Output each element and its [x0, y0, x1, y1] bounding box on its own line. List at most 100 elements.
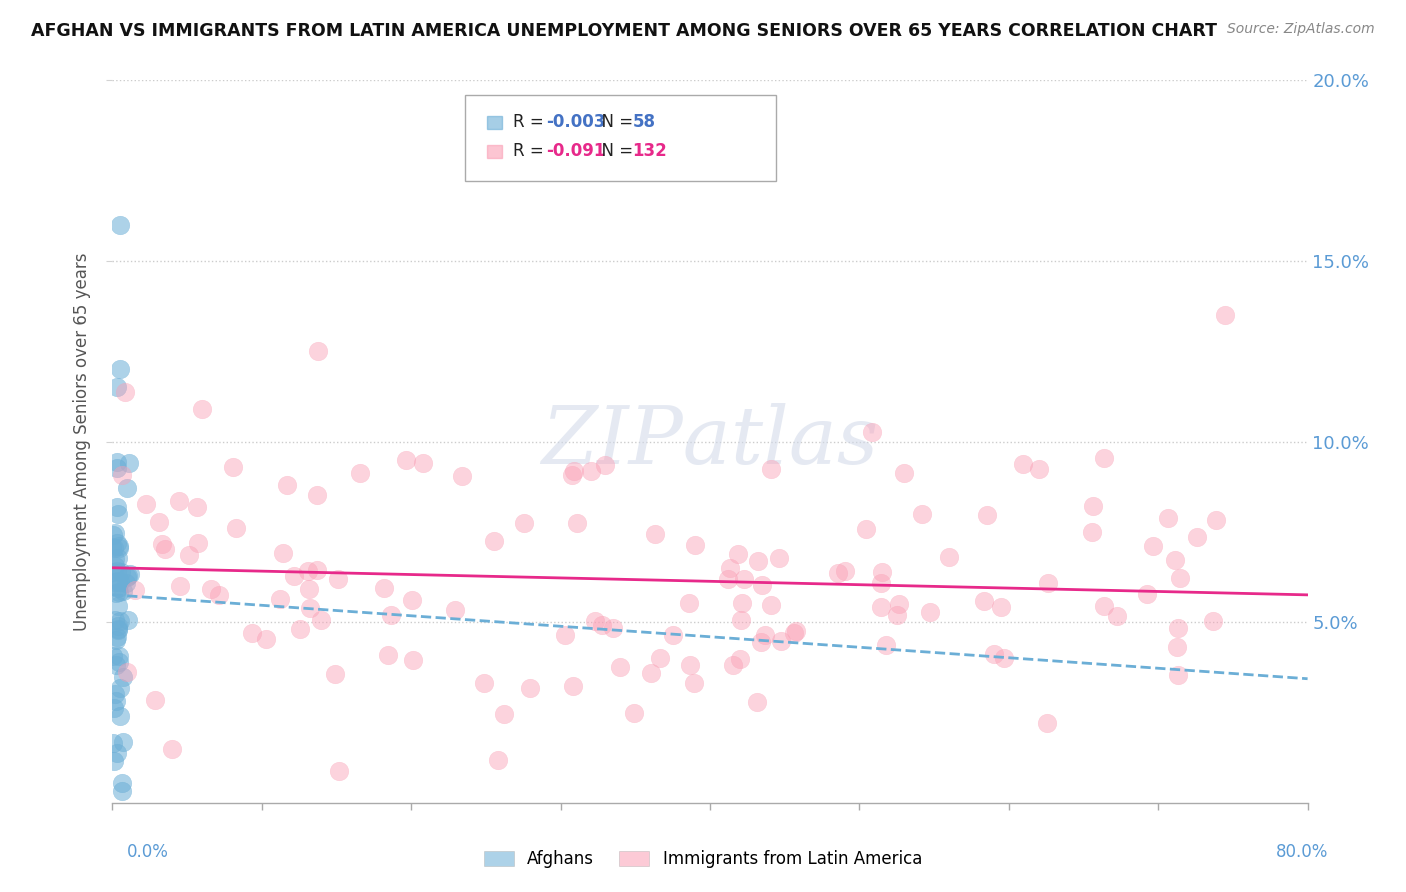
Point — [579, 465, 602, 479]
Point — [567, 516, 589, 530]
Point — [103, 541, 125, 555]
Point — [993, 650, 1015, 665]
Point — [349, 467, 371, 481]
Point — [276, 478, 298, 492]
Point — [486, 753, 509, 767]
Point — [860, 425, 883, 439]
Point — [1092, 451, 1115, 466]
Point — [727, 547, 749, 561]
Point — [167, 494, 190, 508]
FancyBboxPatch shape — [465, 95, 776, 181]
Point — [920, 605, 942, 619]
Point — [187, 536, 209, 550]
Point — [105, 746, 128, 760]
Point — [208, 588, 231, 602]
Point — [307, 344, 329, 359]
Point — [107, 599, 129, 613]
Point — [298, 582, 321, 596]
Point — [103, 754, 125, 768]
Point — [745, 695, 768, 709]
Point — [887, 598, 910, 612]
Point — [117, 569, 139, 583]
Point — [751, 635, 773, 649]
Point — [591, 618, 613, 632]
Point — [107, 551, 129, 566]
Text: ZIP​atlas: ZIP​atlas — [541, 403, 879, 480]
Point — [751, 578, 773, 592]
Point — [472, 676, 495, 690]
Point — [644, 527, 666, 541]
Point — [747, 554, 769, 568]
Point — [191, 401, 214, 416]
Point — [769, 633, 792, 648]
Text: R =: R = — [513, 113, 548, 131]
Point — [870, 566, 893, 580]
Point — [754, 628, 776, 642]
Point — [110, 709, 132, 723]
Point — [101, 648, 124, 663]
Point — [1167, 667, 1189, 681]
Point — [110, 566, 132, 580]
Point — [1092, 599, 1115, 614]
Point — [718, 561, 741, 575]
Point — [222, 459, 245, 474]
Point — [111, 467, 134, 482]
Text: Source: ZipAtlas.com: Source: ZipAtlas.com — [1227, 22, 1375, 37]
Point — [609, 659, 631, 673]
Point — [105, 536, 128, 550]
Point — [401, 592, 423, 607]
Point — [623, 706, 645, 720]
Point — [108, 541, 131, 555]
Point — [733, 572, 755, 586]
Point — [169, 579, 191, 593]
Point — [731, 596, 754, 610]
Point — [105, 380, 128, 394]
Point — [298, 601, 321, 615]
Point — [307, 563, 329, 577]
Point — [1164, 553, 1187, 567]
Point — [973, 593, 995, 607]
Point — [1170, 571, 1192, 585]
Point — [373, 582, 395, 596]
Point — [554, 628, 576, 642]
Point — [105, 454, 128, 468]
Point — [104, 687, 127, 701]
Point — [1136, 587, 1159, 601]
Point — [827, 566, 849, 581]
Text: 132: 132 — [633, 142, 666, 160]
Point — [893, 466, 915, 480]
Point — [870, 575, 893, 590]
Point — [983, 647, 1005, 661]
Point — [107, 618, 129, 632]
Point — [288, 622, 311, 636]
Point — [120, 567, 142, 582]
Point — [562, 464, 585, 478]
Point — [135, 497, 157, 511]
Point — [1185, 530, 1208, 544]
Point — [162, 742, 184, 756]
Point — [104, 559, 127, 574]
Point — [875, 638, 897, 652]
Text: -0.091: -0.091 — [547, 142, 606, 160]
Point — [107, 585, 129, 599]
Point — [602, 621, 624, 635]
Point — [855, 523, 877, 537]
Point — [678, 596, 700, 610]
Text: 80.0%: 80.0% — [1277, 843, 1329, 861]
Point — [114, 384, 136, 399]
Point — [1081, 499, 1104, 513]
Point — [759, 598, 782, 612]
Point — [105, 630, 128, 644]
Point — [271, 546, 294, 560]
Point — [1202, 615, 1225, 629]
Point — [107, 508, 129, 522]
Point — [648, 651, 671, 665]
Point — [108, 539, 131, 553]
Point — [402, 653, 425, 667]
Point — [380, 608, 402, 623]
Point — [186, 500, 208, 515]
Point — [118, 456, 141, 470]
Point — [728, 652, 751, 666]
Point — [108, 575, 131, 590]
Point — [283, 568, 305, 582]
